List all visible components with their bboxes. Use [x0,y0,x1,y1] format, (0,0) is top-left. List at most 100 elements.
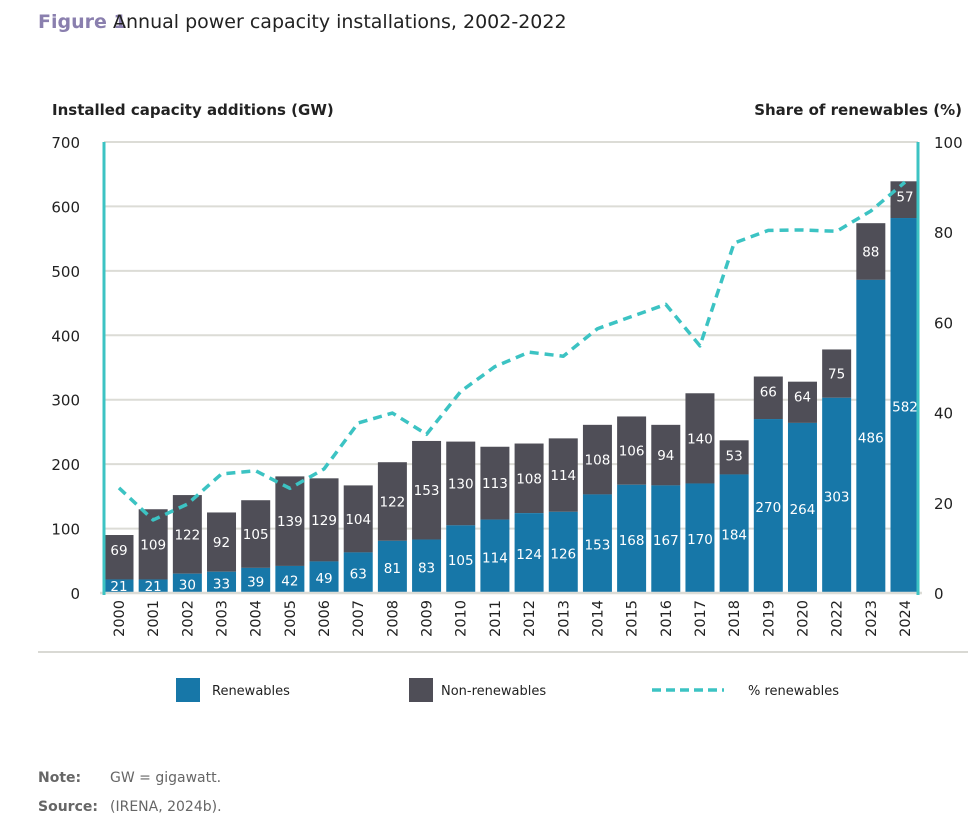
x-tick-label: 2020 [795,600,811,637]
y-tick-label: 0 [70,585,80,603]
y2-tick-label: 80 [934,224,953,242]
bar-non-renewables [890,181,920,219]
data-label-non-renewables: 139 [277,514,303,530]
bar-non-renewables [719,440,749,475]
bar-renewables [241,567,271,593]
data-label-renewables: 30 [179,577,196,593]
bar-renewables [753,419,783,593]
data-label-non-renewables: 108 [585,453,611,469]
bar-non-renewables [343,485,373,553]
data-label-non-renewables: 113 [482,476,508,492]
data-label-non-renewables: 92 [213,535,230,551]
bar-non-renewables [275,476,305,566]
y2-tick-label: 20 [934,495,953,513]
source-label: Source: [38,799,98,815]
bar-renewables [685,483,715,593]
bar-non-renewables [480,446,510,520]
data-label-renewables: 486 [858,430,884,446]
data-label-renewables: 153 [585,538,611,554]
data-label-non-renewables: 129 [311,513,337,529]
data-label-renewables: 184 [721,528,747,544]
data-label-renewables: 33 [213,576,230,592]
data-label-renewables: 170 [687,532,713,548]
x-tick-label: 2000 [112,600,128,637]
data-label-renewables: 124 [516,547,542,563]
data-label-non-renewables: 57 [896,189,913,205]
data-label-renewables: 21 [110,579,127,595]
data-label-renewables: 21 [145,579,162,595]
bar-renewables [480,519,510,593]
bar-renewables [514,513,544,593]
bar-non-renewables [582,424,612,495]
data-label-non-renewables: 109 [140,537,166,553]
y-tick-label: 700 [51,134,80,152]
legend-label-share: % renewables [748,684,839,699]
bar-renewables [651,485,681,593]
bar-renewables [412,539,442,593]
y-tick-label: 100 [51,521,80,539]
bar-non-renewables [548,438,578,512]
y-axis-title: Installed capacity additions (GW) [52,101,334,119]
x-tick-label: 2003 [215,600,231,637]
source-text: (IRENA, 2024b). [110,799,222,815]
data-label-renewables: 114 [482,550,508,566]
figure-title: Annual power capacity installations, 200… [113,11,567,33]
bar-non-renewables [856,223,886,280]
bar-renewables [275,565,305,593]
bar-non-renewables [787,381,817,423]
y2-tick-label: 100 [934,134,963,152]
data-label-non-renewables: 64 [794,390,811,406]
y2-tick-label: 40 [934,405,953,423]
bar-renewables [787,422,817,593]
bar-non-renewables [446,441,476,526]
y-tick-label: 300 [51,392,80,410]
data-label-renewables: 168 [619,533,645,549]
bar-non-renewables [617,416,647,485]
bar-renewables [172,573,202,593]
data-label-non-renewables: 66 [760,385,777,401]
bar-non-renewables [685,393,715,484]
data-label-non-renewables: 88 [862,245,879,261]
x-tick-label: 2005 [283,600,299,637]
x-tick-label: 2024 [898,600,914,637]
x-tick-label: 2018 [727,600,743,637]
x-tick-label: 2004 [249,600,265,637]
bar-non-renewables [309,478,339,562]
x-tick-label: 2023 [864,600,880,637]
data-label-non-renewables: 104 [345,512,371,528]
bar-renewables [104,579,134,593]
note-label: Note: [38,770,81,786]
data-label-non-renewables: 69 [110,543,127,559]
y2-axis-title: Share of renewables (%) [754,101,962,119]
data-label-renewables: 81 [384,561,401,577]
y-tick-label: 600 [51,198,80,216]
data-label-renewables: 270 [755,500,781,516]
data-label-renewables: 582 [892,400,918,416]
y-tick-label: 200 [51,456,80,474]
bar-non-renewables [207,512,237,572]
y-tick-label: 400 [51,327,80,345]
bar-non-renewables [172,495,202,574]
x-tick-label: 2007 [351,600,367,637]
x-tick-label: 2009 [420,600,436,637]
data-label-non-renewables: 105 [243,527,269,543]
data-label-renewables: 63 [350,567,367,583]
x-tick-label: 2002 [180,600,196,637]
legend-label-renewables: Renewables [212,684,290,699]
bar-renewables [343,552,373,593]
figure-label: Figure 1 [38,11,127,33]
legend-label-non-renewables: Non-renewables [441,684,546,699]
data-label-non-renewables: 94 [657,448,674,464]
legend-swatch-non-renewables [409,678,433,702]
bar-non-renewables [241,500,271,568]
share-renewables-line [117,180,907,522]
bar-renewables [719,474,749,593]
bar-renewables [446,525,476,593]
data-label-non-renewables: 106 [619,444,645,460]
x-tick-label: 2001 [146,600,162,637]
bar-renewables [617,484,647,593]
x-tick-label: 2022 [830,600,846,637]
data-label-renewables: 264 [790,502,816,518]
data-label-non-renewables: 140 [687,431,713,447]
bar-renewables [582,494,612,593]
